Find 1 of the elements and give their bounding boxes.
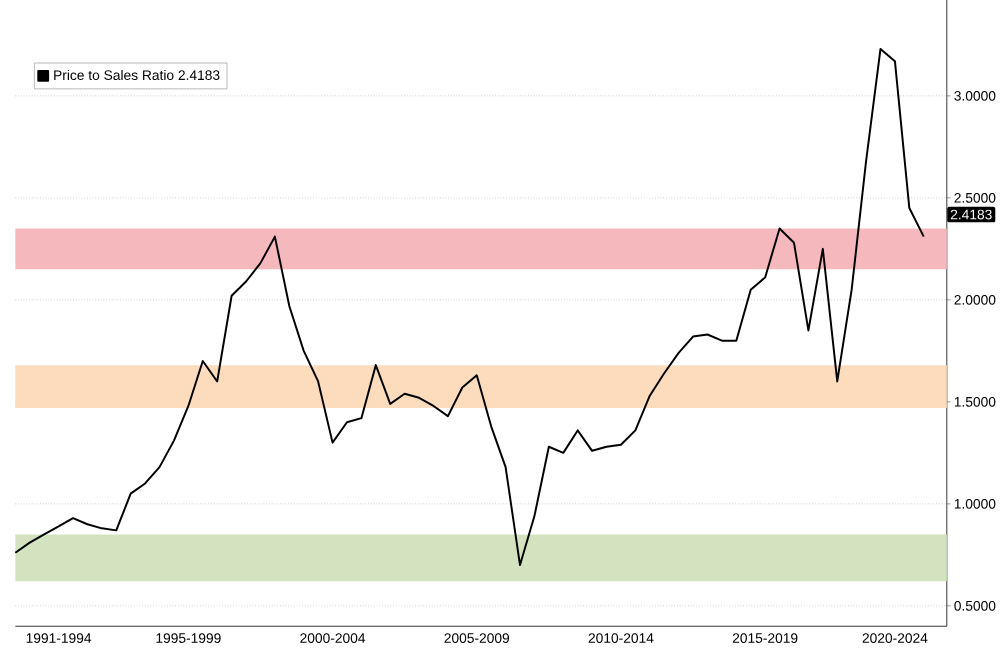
- line-series: [14, 48, 925, 567]
